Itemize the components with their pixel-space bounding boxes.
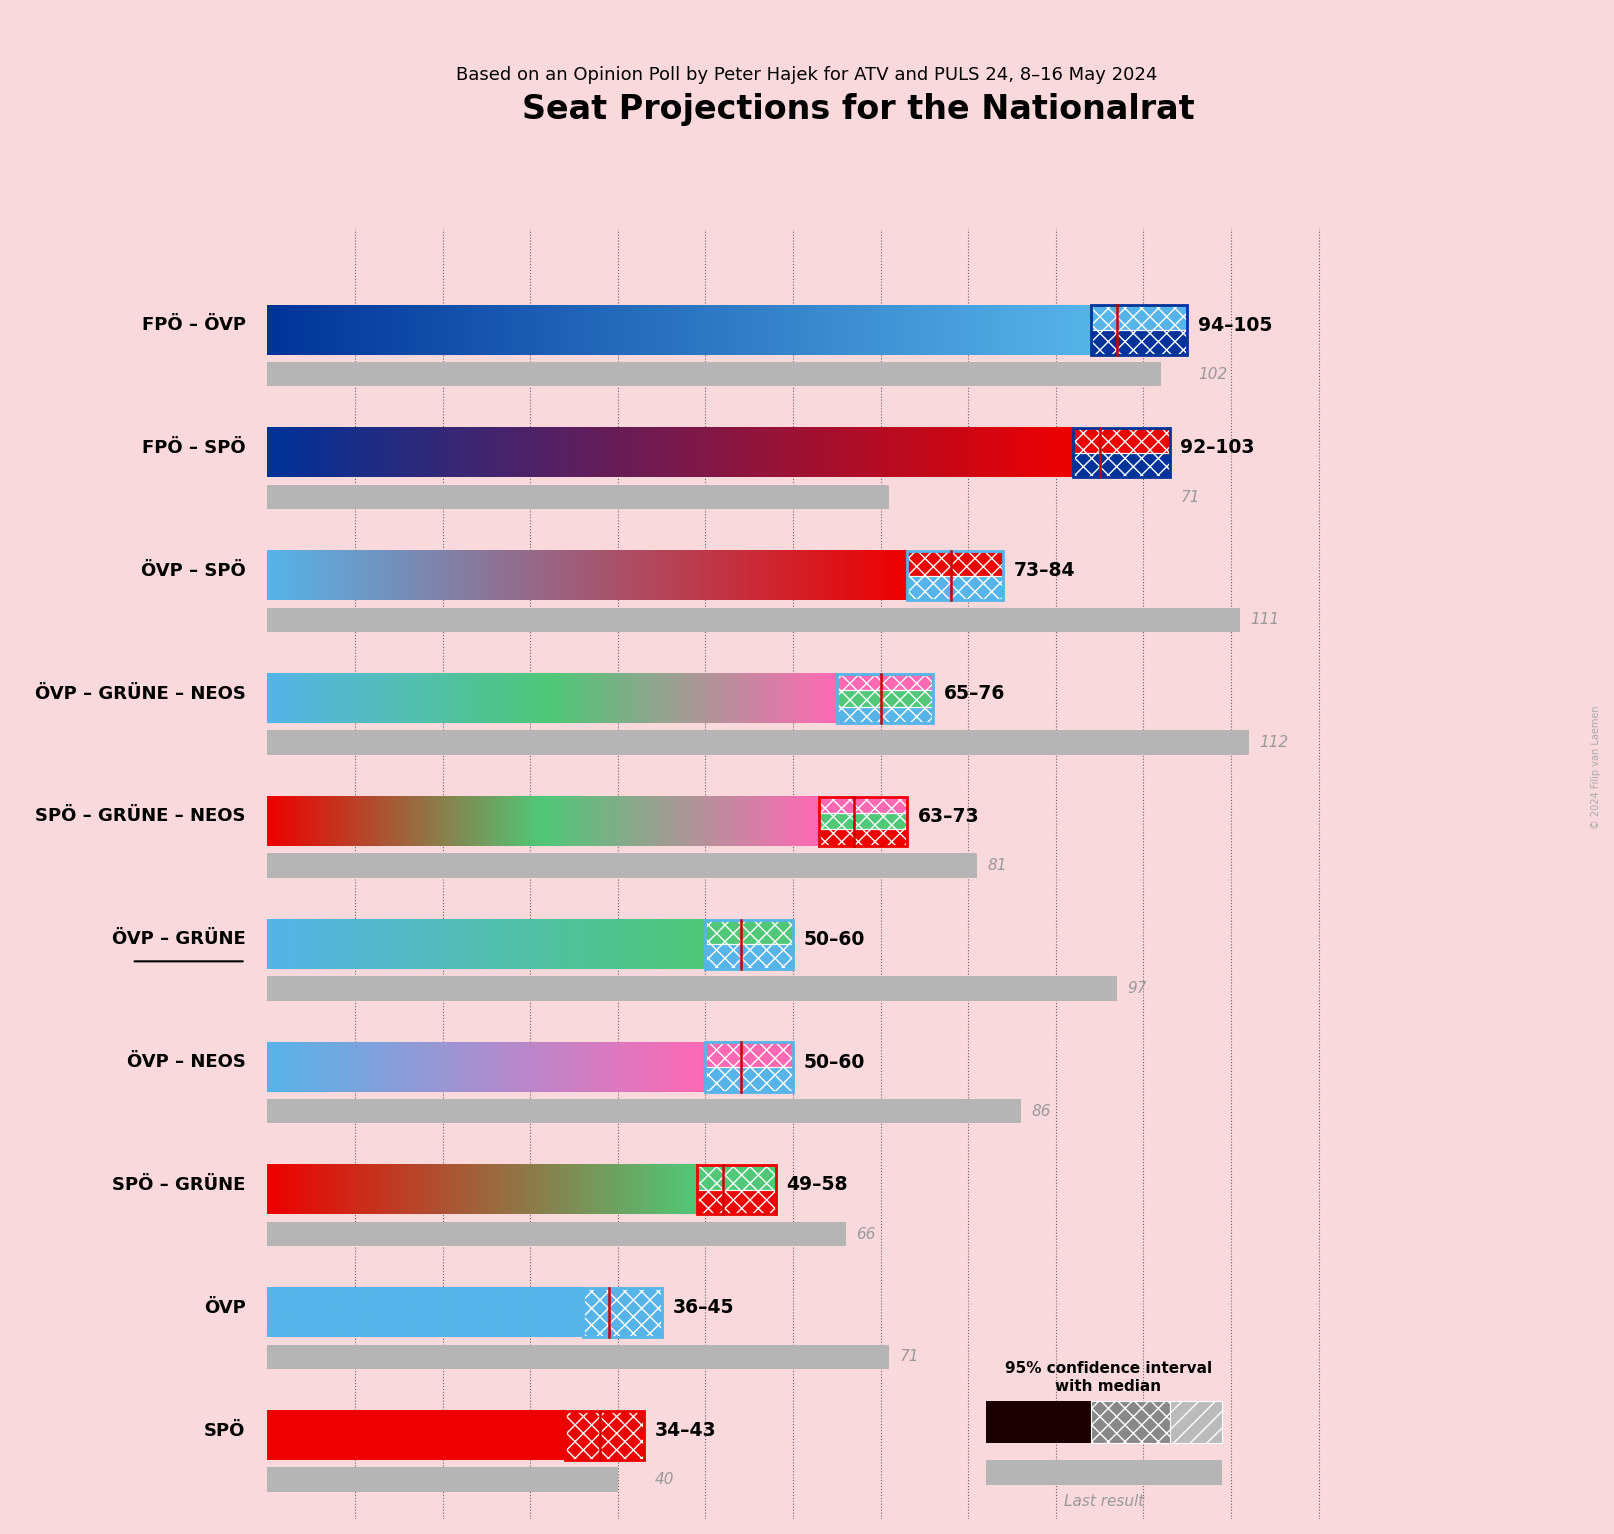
Bar [697,1166,776,1190]
Bar [986,1401,1091,1443]
Text: FPÖ – SPÖ: FPÖ – SPÖ [142,439,245,457]
Text: FPÖ – ÖVP: FPÖ – ÖVP [142,316,245,334]
Bar [907,551,1004,600]
Text: ÖVP – GRÜNE – NEOS: ÖVP – GRÜNE – NEOS [34,684,245,703]
Text: SPÖ – GRÜNE – NEOS: SPÖ – GRÜNE – NEOS [36,807,245,825]
Bar [1073,428,1170,477]
Bar [705,919,792,943]
Text: 36–45: 36–45 [671,1298,734,1318]
Text: ÖVP – GRÜNE: ÖVP – GRÜNE [111,930,245,948]
Bar [907,575,1004,600]
Text: 97: 97 [1128,980,1148,996]
Bar [1091,330,1188,354]
Bar [1073,428,1170,453]
Text: 71: 71 [1180,489,1199,505]
Bar [838,673,933,690]
Bar [820,796,907,813]
Title: Seat Projections for the Nationalrat: Seat Projections for the Nationalrat [523,94,1194,126]
Bar [268,853,976,877]
Text: 111: 111 [1251,612,1280,627]
Text: 112: 112 [1259,735,1288,750]
Bar [1091,305,1188,330]
Bar [907,551,1004,575]
Bar [268,362,1160,387]
Bar [705,919,792,943]
Bar [838,707,933,723]
Text: 34–43: 34–43 [655,1420,717,1440]
Text: 73–84: 73–84 [1014,561,1075,580]
Bar [268,976,1117,1000]
Bar [1073,453,1170,477]
Bar [697,1190,776,1215]
Bar [705,1043,792,1068]
Bar [705,919,792,968]
Bar [268,1221,846,1246]
Bar [1073,453,1170,477]
Bar [1073,428,1170,453]
Bar [705,943,792,968]
Text: SPÖ: SPÖ [205,1422,245,1439]
Bar [268,1345,889,1370]
Bar [705,1043,792,1068]
Bar [1170,1401,1222,1443]
Bar [820,830,907,845]
Bar [1091,330,1188,354]
Bar [1091,1401,1170,1443]
Text: SPÖ – GRÜNE: SPÖ – GRÜNE [113,1177,245,1193]
Text: 92–103: 92–103 [1180,439,1254,457]
Text: 65–76: 65–76 [944,684,1006,703]
Bar [565,1411,644,1460]
Bar [838,690,933,707]
Bar [697,1166,776,1215]
Bar [565,1411,644,1460]
Bar [1091,305,1188,330]
Bar [697,1166,776,1190]
Bar [583,1289,662,1338]
Bar [1091,305,1188,354]
Bar [838,707,933,723]
Bar [268,485,889,509]
Bar [705,1068,792,1092]
Text: Based on an Opinion Poll by Peter Hajek for ATV and PULS 24, 8–16 May 2024: Based on an Opinion Poll by Peter Hajek … [457,66,1157,84]
Text: 81: 81 [988,858,1007,873]
Bar [705,1043,792,1092]
Bar [820,813,907,830]
Bar [268,1468,618,1493]
Bar [838,673,933,723]
Text: 50–60: 50–60 [804,930,865,948]
Bar [838,690,933,707]
Bar [907,551,1004,575]
Text: © 2024 Filip van Laemen: © 2024 Filip van Laemen [1591,706,1601,828]
Text: 63–73: 63–73 [917,807,980,825]
Bar [838,673,933,690]
Bar [820,796,907,813]
Text: ÖVP: ÖVP [203,1299,245,1316]
Text: 40: 40 [655,1473,675,1486]
Text: 95% confidence interval
with median: 95% confidence interval with median [1006,1361,1212,1394]
Text: ÖVP – SPÖ: ÖVP – SPÖ [140,561,245,580]
Bar [268,1098,1020,1123]
Bar [583,1289,662,1338]
Bar [820,796,907,845]
Bar [583,1289,662,1338]
Text: 102: 102 [1198,367,1227,382]
Bar [268,607,1240,632]
Bar [907,575,1004,600]
Text: 86: 86 [1031,1103,1051,1118]
Bar [705,943,792,968]
Bar [705,1068,792,1092]
Text: 49–58: 49–58 [786,1175,847,1195]
Text: 94–105: 94–105 [1198,316,1272,334]
Text: ÖVP – NEOS: ÖVP – NEOS [128,1052,245,1071]
Text: 71: 71 [901,1350,920,1364]
Bar [268,730,1249,755]
Bar [697,1190,776,1215]
Bar [820,830,907,845]
Bar [820,813,907,830]
Bar [565,1411,644,1460]
Text: Last result: Last result [1064,1494,1144,1509]
Text: 50–60: 50–60 [804,1052,865,1072]
Text: 66: 66 [855,1227,876,1241]
Bar [986,1460,1222,1485]
